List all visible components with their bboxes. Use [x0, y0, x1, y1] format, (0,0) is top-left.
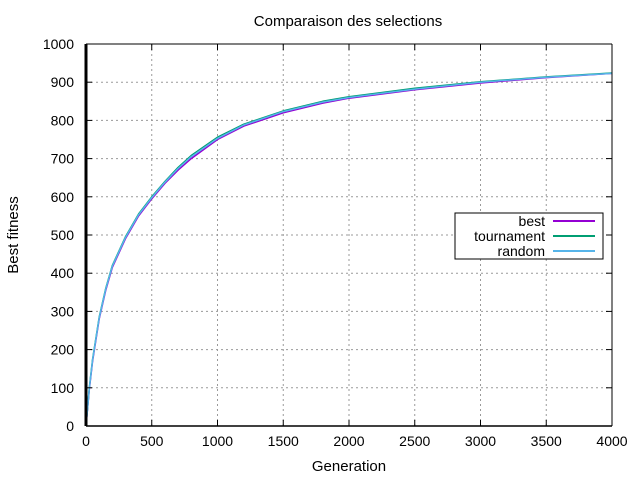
x-tick-label: 3500 [531, 433, 562, 449]
series-line-random [85, 72, 613, 427]
y-axis-label: Best fitness [5, 196, 22, 274]
x-tick-label: 1500 [268, 433, 299, 449]
x-tick-label: 1000 [202, 433, 233, 449]
y-tick-label: 300 [51, 303, 75, 319]
x-tick-label: 0 [82, 433, 90, 449]
y-tick-label: 900 [51, 74, 75, 90]
x-tick-label: 2000 [333, 433, 364, 449]
x-tick-label: 3000 [465, 433, 496, 449]
y-tick-label: 400 [51, 265, 75, 281]
y-tick-label: 100 [51, 380, 75, 396]
y-tick-label: 1000 [43, 36, 74, 52]
x-axis-label: Generation [312, 458, 386, 475]
axes [84, 43, 613, 427]
legend-label-best: best [519, 213, 546, 229]
x-tick-label: 2500 [399, 433, 430, 449]
x-tick-label: 500 [140, 433, 164, 449]
y-tick-label: 200 [51, 342, 75, 358]
y-tick-label: 500 [51, 227, 75, 243]
series-lines [85, 72, 613, 427]
y-tick-label: 800 [51, 112, 75, 128]
y-tick-label: 0 [66, 418, 74, 434]
legend-label-tournament: tournament [474, 228, 545, 244]
legend-label-random: random [498, 243, 545, 259]
y-tick-label: 700 [51, 151, 75, 167]
chart-title: Comparaison des selections [254, 13, 442, 30]
x-tick-label: 4000 [596, 433, 627, 449]
tick-labels: 0 500 1000 1500 2000 2500 3000 3500 4000 0 100 200 3… [43, 36, 628, 449]
y-tick-label: 600 [51, 189, 75, 205]
